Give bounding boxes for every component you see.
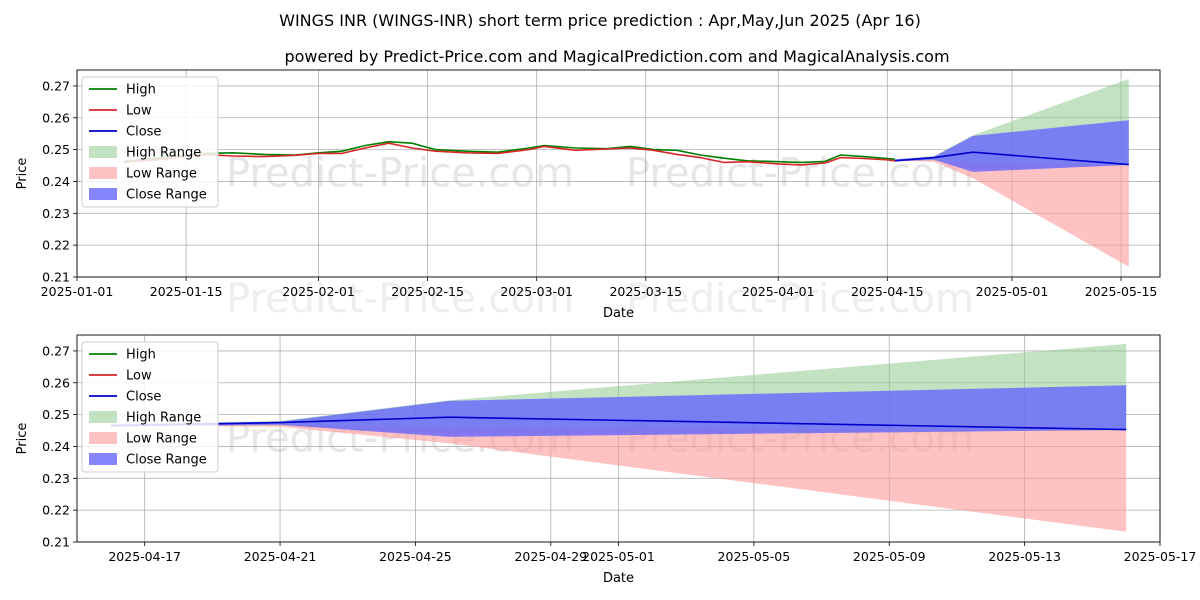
y-tick-label: 0.24 [42, 174, 70, 189]
band-close-range [895, 120, 1129, 172]
plot-frame [76, 69, 1161, 278]
legend-label: High Range [126, 146, 201, 161]
chart-title: WINGS INR (WINGS-INR) short term price p… [279, 11, 921, 30]
x-tick-label: 2025-05-01 [976, 284, 1049, 299]
y-tick-label: 0.22 [42, 238, 70, 253]
y-tick-label: 0.27 [42, 343, 70, 358]
plot-area [110, 343, 1127, 532]
y-axis-label: Price [15, 423, 30, 455]
y-tick-label: 0.21 [42, 270, 70, 285]
chart-subtitle: powered by Predict-Price.com and Magical… [284, 47, 949, 66]
x-tick-label: 2025-02-15 [391, 284, 464, 299]
x-tick-label: 2025-05-17 [1124, 549, 1197, 564]
y-tick-label: 0.25 [42, 142, 70, 157]
legend-swatch-high-range [89, 411, 117, 423]
legend-label: Close [126, 390, 161, 405]
y-tick-label: 0.25 [42, 407, 70, 422]
legend-label: Close Range [126, 453, 207, 468]
x-tick-label: 2025-05-15 [1085, 284, 1158, 299]
watermark: Predict-Price.com [626, 276, 974, 322]
legend-label: High [126, 83, 156, 98]
legend-label: Close [126, 125, 161, 140]
legend-label: Low [126, 104, 152, 119]
legend-swatch-high-range [89, 146, 117, 158]
x-tick-label: 2025-03-01 [500, 284, 573, 299]
bottom-panel: Predict-Price.comPredict-Price.com2025-0… [15, 334, 1197, 586]
x-tick-label: 2025-03-15 [609, 284, 682, 299]
x-tick-label: 2025-04-25 [379, 549, 452, 564]
series-close [895, 151, 1129, 166]
y-tick-label: 0.26 [42, 110, 70, 125]
x-tick-label: 2025-04-17 [108, 549, 181, 564]
legend-swatch-low-range [89, 167, 117, 179]
x-axis-label: Date [603, 571, 634, 586]
y-tick-label: 0.21 [42, 535, 70, 550]
legend-swatch-low-range [89, 432, 117, 444]
x-tick-label: 2025-05-13 [988, 549, 1061, 564]
band-low-range [110, 424, 1127, 532]
legend-label: Low [126, 369, 152, 384]
band-close-range [110, 385, 1127, 437]
x-tick-label: 2025-02-01 [282, 284, 355, 299]
legend-label: High Range [126, 411, 201, 426]
y-tick-label: 0.23 [42, 206, 70, 221]
legend-label: Close Range [126, 188, 207, 203]
x-tick-label: 2025-05-01 [582, 549, 655, 564]
legend-swatch-close-range [89, 188, 117, 200]
watermark: Predict-Price.com [226, 276, 574, 322]
y-tick-label: 0.26 [42, 375, 70, 390]
legend-label: Low Range [126, 432, 197, 447]
y-tick-label: 0.23 [42, 471, 70, 486]
x-tick-label: 2025-05-05 [718, 549, 791, 564]
legend: High Low Close High Range Low Range Close Ran… [81, 76, 219, 208]
x-tick-label: 2025-05-09 [853, 549, 926, 564]
y-axis-label: Price [15, 158, 30, 190]
band-low-range [895, 159, 1129, 267]
plot-frame [76, 334, 1161, 543]
legend-swatch-close-range [89, 453, 117, 465]
y-tick-label: 0.27 [42, 78, 70, 93]
x-tick-label: 2025-01-15 [150, 284, 223, 299]
watermark: Predict-Price.com [226, 151, 574, 197]
plot-area [123, 78, 1129, 267]
x-axis-label: Date [603, 306, 634, 321]
legend-label: Low Range [126, 167, 197, 182]
x-tick-label: 2025-04-01 [742, 284, 815, 299]
legend: High Low Close High Range Low Range Close Ran… [81, 341, 219, 473]
top-panel: Predict-Price.com Predict-Price.com Predic… [15, 69, 1161, 322]
y-tick-label: 0.22 [42, 503, 70, 518]
x-tick-label: 2025-04-15 [851, 284, 924, 299]
legend-label: High [126, 348, 156, 363]
x-tick-label: 2025-04-29 [514, 549, 587, 564]
series-low [123, 142, 896, 166]
x-tick-label: 2025-04-21 [244, 549, 317, 564]
y-tick-label: 0.24 [42, 439, 70, 454]
x-tick-label: 2025-01-01 [41, 284, 114, 299]
